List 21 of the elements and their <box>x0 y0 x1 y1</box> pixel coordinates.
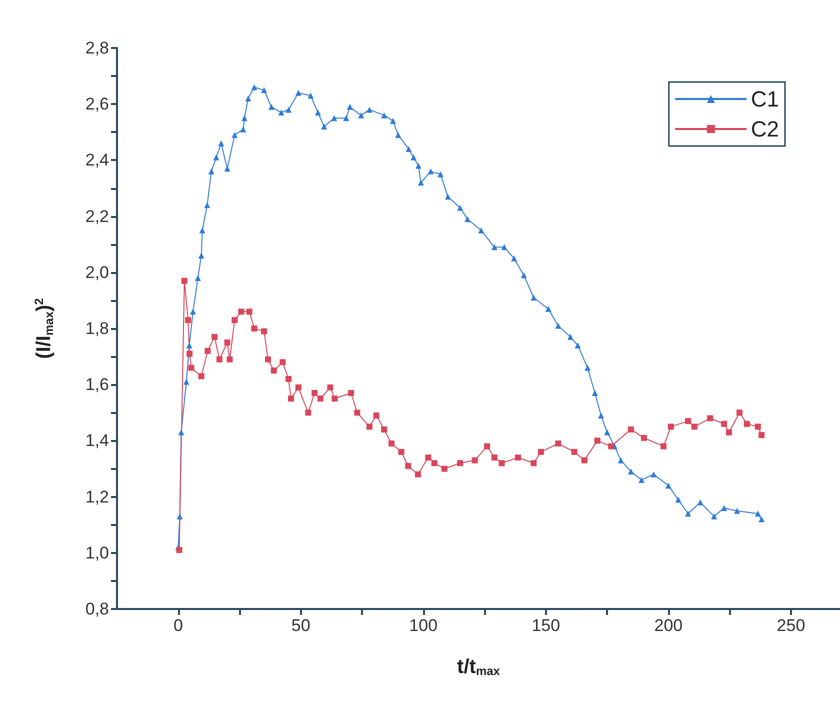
x-tick-label: 50 <box>291 616 310 635</box>
y-tick-label: 0,8 <box>85 600 109 618</box>
legend-label: C1 <box>750 86 779 112</box>
x-tick-label: 200 <box>654 616 683 635</box>
x-axis-title: t/tmax <box>457 656 500 678</box>
y-tick-label: 2,8 <box>85 38 109 58</box>
x-tick-label: 0 <box>174 616 184 635</box>
y-tick-label: 2,2 <box>85 206 109 226</box>
legend-label: C2 <box>750 116 779 142</box>
x-tick-label: 150 <box>532 616 560 635</box>
y-tick-label: 1,6 <box>85 375 109 394</box>
y-tick-label: 1,0 <box>85 543 109 562</box>
y-tick-label: 1,8 <box>85 319 109 338</box>
y-tick-label: 2,4 <box>85 150 109 170</box>
x-tick-label: 250 <box>776 616 806 635</box>
y-tick-label: 1,4 <box>85 431 109 450</box>
y-tick-label: 1,2 <box>85 487 109 506</box>
y-axis-title: (I/Imax)2 <box>32 298 56 359</box>
y-tick-label: 2,0 <box>85 262 109 282</box>
y-tick-label: 2,6 <box>85 94 109 114</box>
x-tick-label: 100 <box>409 616 438 635</box>
